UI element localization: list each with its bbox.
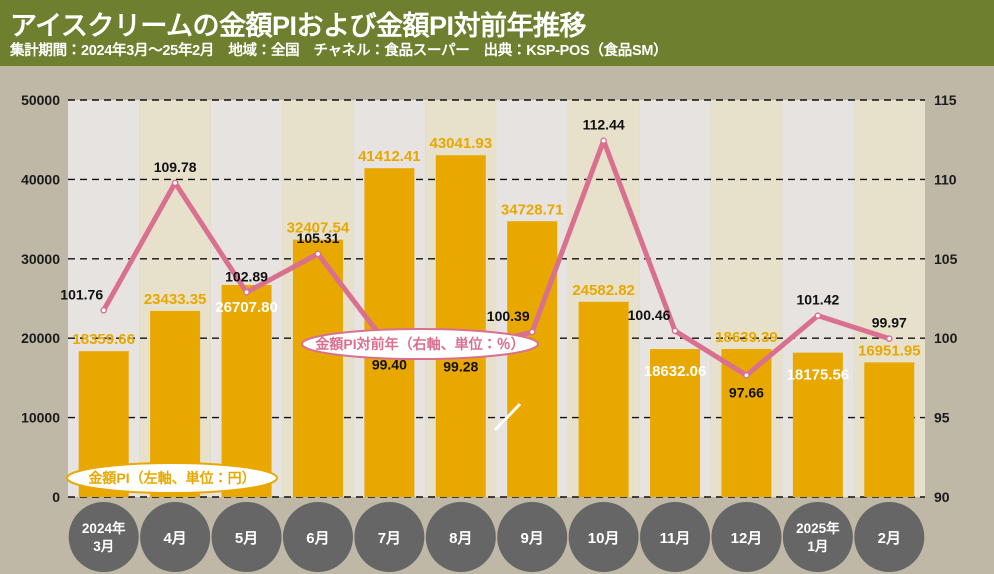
line-marker [600, 137, 607, 144]
bar-value-label: 26707.80 [215, 299, 278, 316]
line-marker [171, 179, 179, 187]
line-marker [100, 306, 108, 314]
category-label: 11月 [660, 530, 691, 547]
y-left-tick: 10000 [21, 410, 60, 426]
line-value-label: 109.78 [154, 159, 197, 175]
bar-value-label: 24582.82 [572, 282, 635, 299]
category-label: 2024年 [82, 520, 126, 536]
legend-bubble-line [301, 328, 539, 360]
category-circle[interactable] [854, 502, 925, 572]
category-label: 1月 [807, 539, 828, 554]
combo-chart: 18359.66 23433.35 26707.80 32407.54 41412.41… [21, 92, 958, 572]
y-axis-right: 90 95 100 105 110 115 [934, 92, 958, 505]
page-subtitle: 集計期間：2024年3月〜25年2月 地域：全国 チャネル：食品スーパー 出典：… [10, 43, 668, 59]
line-value-label: 105.31 [297, 230, 340, 246]
category-circle[interactable] [425, 502, 496, 572]
y-axis-left: 0 10000 20000 30000 40000 50000 [21, 92, 60, 505]
bar-value-label: 18359.66 [72, 331, 135, 348]
bar-value-label: 16951.95 [858, 342, 921, 359]
bar-value-label: 41412.41 [358, 148, 421, 165]
category-circle[interactable] [711, 502, 782, 572]
chart-area: 18359.66 23433.35 26707.80 32407.54 41412.41… [0, 66, 994, 574]
line-value-label: 100.39 [487, 308, 530, 324]
category-circle[interactable] [68, 502, 139, 572]
line-marker [885, 335, 893, 342]
y-right-tick: 90 [934, 489, 950, 505]
line-marker [314, 250, 322, 258]
line-value-label: 100.46 [628, 307, 671, 323]
bar [578, 301, 629, 497]
line-value-label: 101.76 [60, 286, 103, 302]
category-circle[interactable] [497, 502, 568, 572]
chart-legend: 金額PI対前年（右軸、単位：％） 金額PI（左軸、単位：円） [66, 328, 539, 494]
line-marker [671, 327, 679, 335]
legend-label-bar: 金額PI（左軸、単位：円） [88, 470, 255, 486]
bar-value-label: 43041.93 [430, 135, 493, 152]
y-right-tick: 110 [934, 171, 957, 187]
legend-label-line: 金額PI対前年（右軸、単位：％） [315, 336, 524, 352]
bar-value-label: 34728.71 [501, 201, 564, 218]
category-label: 2025年 [796, 520, 840, 536]
line-value-labels: 101.76 109.78 102.89 105.31 99.40 99.28 100.39… [60, 117, 907, 401]
category-label: 3月 [93, 539, 114, 554]
y-left-tick: 40000 [21, 171, 60, 187]
page-title: アイスクリームの金額PIおよび金額PI対前年推移 [10, 11, 587, 41]
category-label: 7月 [378, 530, 401, 547]
bar [507, 221, 558, 498]
y-left-tick: 20000 [21, 330, 60, 346]
bar-value-label: 18639.39 [715, 329, 778, 346]
line-marker [814, 312, 822, 319]
category-label: 9月 [521, 530, 544, 547]
category-circle[interactable] [282, 502, 353, 572]
y-left-tick: 30000 [21, 251, 60, 267]
line-value-label: 101.42 [796, 292, 839, 308]
line-marker [743, 372, 750, 379]
x-axis-categories: 2024年 3月 4月 5月 6月 7月 8月 9月 10月 11月 12月 2025年 1月 2月 [68, 502, 925, 572]
category-circle[interactable] [640, 502, 711, 572]
category-circle[interactable] [140, 502, 211, 572]
y-left-tick: 50000 [21, 92, 60, 108]
bar [864, 362, 915, 497]
category-label: 8月 [449, 530, 472, 547]
bar [221, 284, 272, 497]
bar [721, 349, 772, 497]
header-banner: アイスクリームの金額PIおよび金額PI対前年推移 集計期間：2024年3月〜25… [0, 0, 994, 66]
category-label: 6月 [306, 530, 329, 547]
category-label: 10月 [588, 530, 620, 547]
category-label: 4月 [163, 530, 186, 547]
bar [792, 352, 843, 497]
bar-value-labels: 18359.66 23433.35 26707.80 32407.54 41412.41… [72, 135, 920, 383]
bar [650, 349, 701, 497]
line-value-label: 99.28 [443, 359, 478, 375]
bar-value-label: 23433.35 [144, 291, 207, 308]
line-value-label: 97.66 [729, 384, 764, 400]
line-marker [243, 289, 250, 296]
category-label: 2月 [878, 530, 901, 547]
bar [292, 239, 343, 497]
category-circle[interactable] [568, 502, 639, 572]
category-circle[interactable] [211, 502, 282, 572]
line-value-label: 99.40 [372, 357, 407, 373]
category-circle[interactable] [782, 502, 853, 572]
category-label: 12月 [731, 530, 763, 547]
y-right-tick: 105 [934, 251, 958, 267]
category-label: 5月 [235, 530, 258, 547]
line-value-label: 99.97 [872, 315, 907, 331]
line-value-label: 102.89 [225, 268, 268, 284]
bar [435, 155, 486, 497]
bar-value-label: 32407.54 [287, 220, 350, 237]
y-right-tick: 100 [934, 330, 958, 346]
y-right-tick: 115 [934, 92, 957, 108]
bar-value-label: 18175.56 [787, 367, 850, 384]
bar-value-label: 18632.06 [644, 363, 707, 380]
gridlines [68, 99, 925, 498]
legend-bubble-bar [66, 462, 278, 494]
line-value-label: 112.44 [583, 117, 625, 133]
y-right-tick: 95 [934, 410, 950, 426]
line-marker [528, 328, 536, 336]
y-left-tick: 0 [52, 489, 60, 505]
legend-leader-line [493, 402, 522, 432]
category-circle[interactable] [354, 502, 425, 572]
